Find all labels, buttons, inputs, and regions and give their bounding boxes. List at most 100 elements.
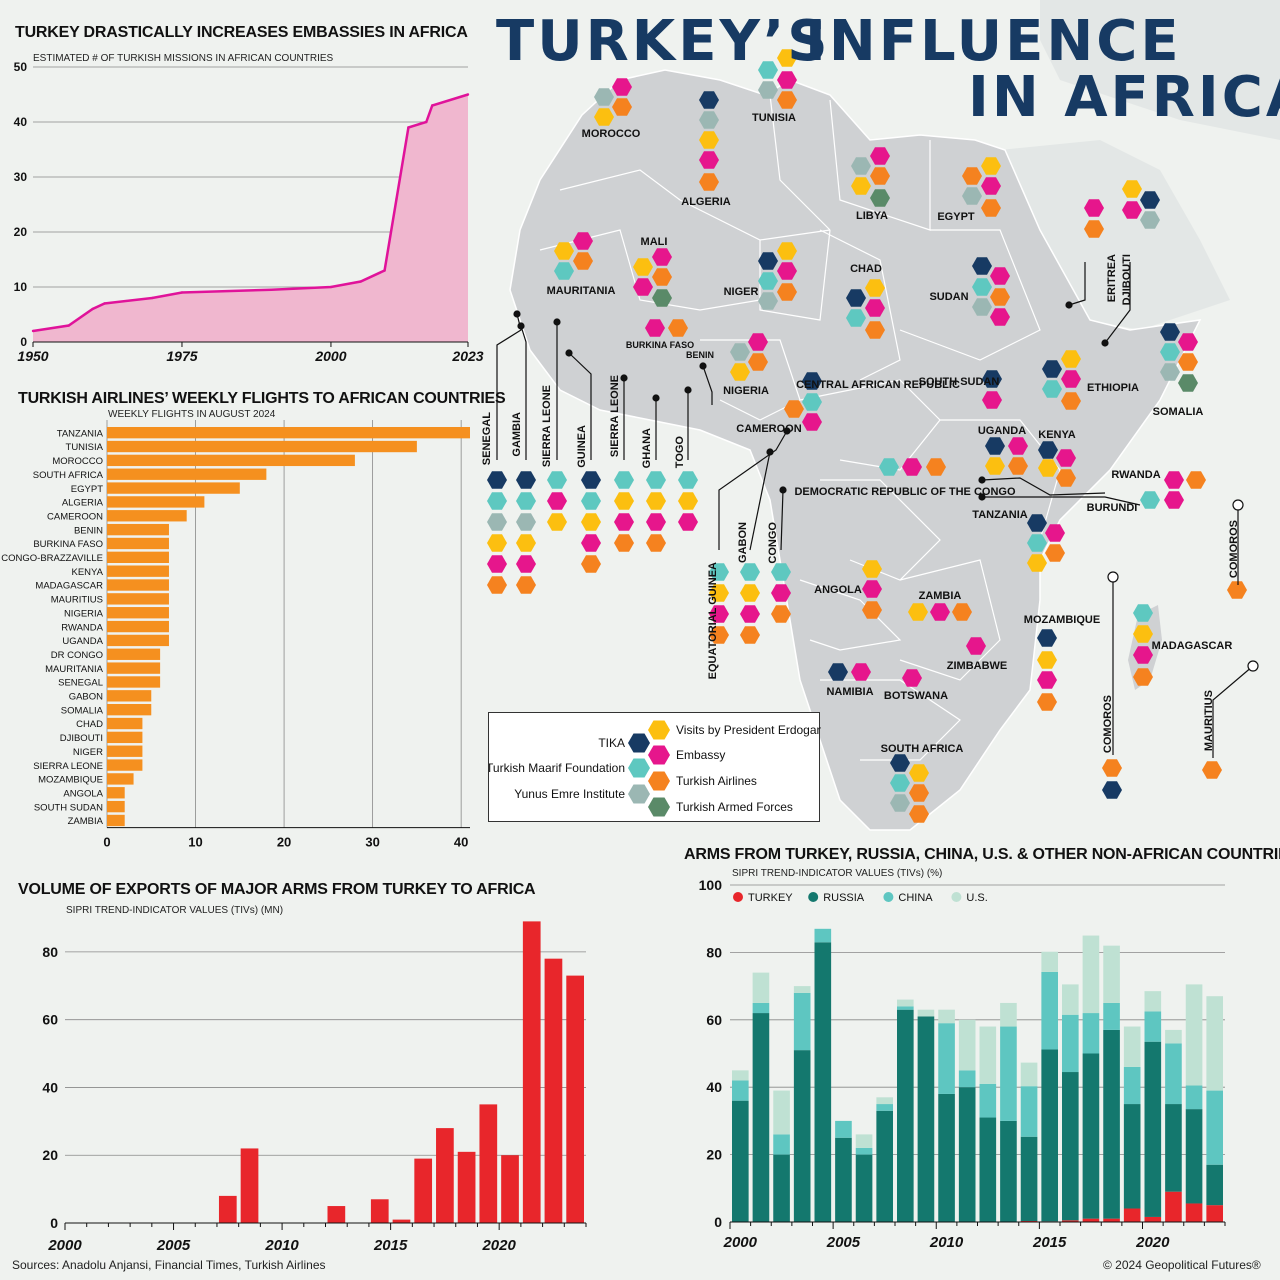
map-hexagon <box>758 252 778 270</box>
map-hexagon <box>709 626 729 644</box>
category-label: CHAD <box>76 719 103 730</box>
y-tick-label: 20 <box>706 1147 722 1163</box>
chart4-title: ARMS FROM TURKEY, RUSSIA, CHINA, U.S. & … <box>684 846 1280 863</box>
legend-label: Visits by President Erdogan <box>676 723 821 737</box>
bar-segment-china <box>1041 971 1058 1050</box>
country-label: DEMOCRATIC REPUBLIC OF THE CONGO <box>794 486 1015 498</box>
bar <box>107 607 169 619</box>
bar-segment-turkey <box>1206 1205 1223 1222</box>
country-label: ALGERIA <box>681 196 731 208</box>
bar-segment-russia <box>732 1100 749 1222</box>
bar <box>240 1148 259 1223</box>
map-hexagon <box>758 272 778 290</box>
data-point <box>425 120 428 124</box>
bar-segment-china <box>1082 1013 1100 1054</box>
map-hexagon <box>487 492 507 510</box>
country-label: SOMALIA <box>1153 406 1204 418</box>
x-tick-label: 1950 <box>17 348 48 364</box>
bar-segment-us <box>1144 991 1162 1012</box>
bar-segment-us <box>917 1009 935 1017</box>
map-hexagon <box>709 605 729 623</box>
bar-segment-us <box>897 999 914 1007</box>
map-hexagon <box>614 471 634 489</box>
map-hexagon <box>865 321 885 339</box>
x-tick-label: 2015 <box>373 1237 408 1254</box>
bar-segment-us <box>1123 1026 1141 1067</box>
category-label: MOZAMBIQUE <box>38 775 103 786</box>
bar-segment-china <box>1123 1066 1141 1105</box>
map-hexagon <box>870 147 890 165</box>
country-label: MADAGASCAR <box>1152 640 1233 652</box>
map-hexagon <box>652 268 672 286</box>
leader-dot <box>684 386 692 394</box>
bar-segment-russia <box>814 942 832 1222</box>
map-hexagon <box>678 471 698 489</box>
map-hexagon <box>581 555 601 573</box>
bar <box>107 800 125 813</box>
x-tick-label: 2015 <box>1032 1234 1067 1251</box>
bar <box>414 1158 433 1223</box>
map-hexagon <box>981 177 1001 195</box>
leader-line <box>780 489 784 551</box>
data-point <box>150 296 154 300</box>
leader-line <box>718 430 788 550</box>
bar-segment-russia <box>917 1016 935 1222</box>
map-hexagon <box>1133 625 1153 643</box>
country-label: GUINEA <box>576 425 588 468</box>
leader-line <box>981 477 1106 496</box>
y-tick-label: 40 <box>14 115 28 129</box>
x-tick-label: 2010 <box>929 1234 964 1251</box>
category-label: SOMALIA <box>61 705 104 716</box>
map-hexagon <box>870 167 890 185</box>
bar-segment-us <box>1206 996 1223 1091</box>
map-hexagon <box>890 774 910 792</box>
y-tick-label: 80 <box>706 944 722 960</box>
map-hexagon <box>1008 437 1028 455</box>
leader-line <box>496 313 522 460</box>
bar <box>107 593 169 605</box>
y-tick-label: 30 <box>14 170 28 184</box>
leader-dot <box>783 427 791 435</box>
bar-segment-russia <box>1000 1120 1017 1222</box>
map-hexagon <box>547 471 567 489</box>
category-label: ZAMBIA <box>68 816 104 827</box>
map-hexagon <box>865 299 885 317</box>
bar-segment-turkey <box>1144 1216 1162 1222</box>
bar-segment-china <box>979 1083 997 1118</box>
bar <box>107 634 169 647</box>
map-hexagon <box>573 252 593 270</box>
country-label: CHAD <box>850 263 882 275</box>
map-hexagon <box>1178 333 1198 351</box>
country-label: MAURITANIA <box>547 285 616 297</box>
x-tick-label: 40 <box>454 835 468 850</box>
map-hexagon <box>972 257 992 275</box>
category-label: GABON <box>69 692 103 703</box>
map-hexagon <box>646 534 666 552</box>
country-label: MAURITIUS <box>1203 690 1215 751</box>
map-hexagon <box>678 492 698 510</box>
africa-land <box>509 69 1202 831</box>
bar-segment-us <box>938 1009 955 1024</box>
map-hexagon <box>594 108 614 126</box>
category-label: KENYA <box>71 567 103 578</box>
map-hexagon <box>1160 323 1180 341</box>
map-hexagon <box>1164 471 1184 489</box>
bar <box>107 773 134 785</box>
bar-segment-china <box>876 1104 893 1111</box>
category-label: TUNISIA <box>66 442 104 453</box>
bar <box>107 496 205 508</box>
bar-segment-russia <box>897 1009 914 1222</box>
map-hexagon <box>487 555 507 573</box>
map-hexagon <box>1027 514 1047 532</box>
country-label: RWANDA <box>1111 469 1160 481</box>
map-hexagon <box>758 292 778 310</box>
map-hexagon <box>851 157 871 175</box>
category-label: NIGER <box>73 747 103 758</box>
leader-dot <box>1065 301 1073 309</box>
map-hexagon <box>1037 671 1057 689</box>
leader-line <box>568 352 592 460</box>
map-hexagon <box>487 576 507 594</box>
country-label: LIBYA <box>856 210 888 222</box>
bar-segment-us <box>1020 1062 1038 1087</box>
bar <box>107 454 355 467</box>
